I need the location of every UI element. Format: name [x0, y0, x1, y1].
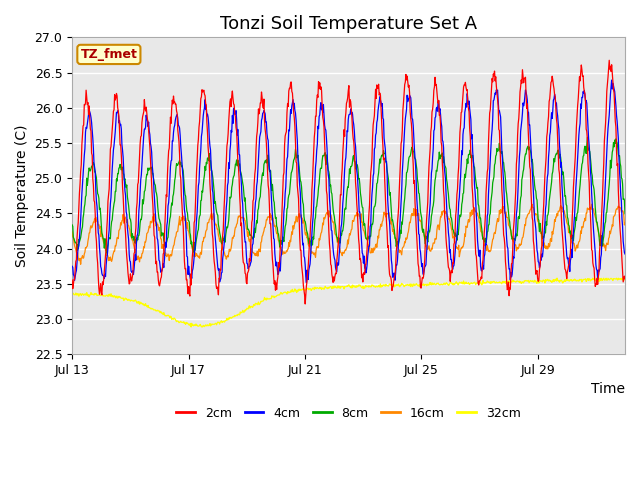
X-axis label: Time: Time [591, 383, 625, 396]
Legend: 2cm, 4cm, 8cm, 16cm, 32cm: 2cm, 4cm, 8cm, 16cm, 32cm [172, 402, 526, 424]
Title: Tonzi Soil Temperature Set A: Tonzi Soil Temperature Set A [220, 15, 477, 33]
Text: TZ_fmet: TZ_fmet [81, 48, 138, 61]
Y-axis label: Soil Temperature (C): Soil Temperature (C) [15, 124, 29, 267]
